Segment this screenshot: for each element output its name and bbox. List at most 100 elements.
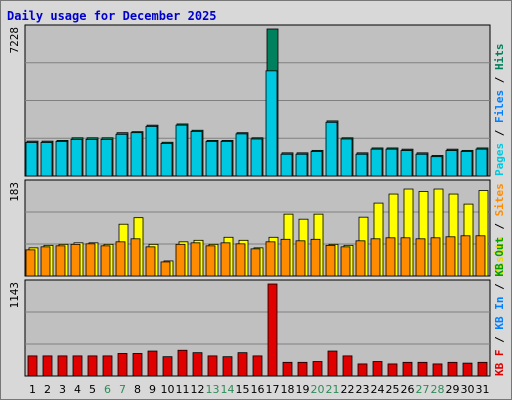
right-legend: Visits / Sites bbox=[493, 183, 506, 276]
legend-entry: KB In bbox=[493, 297, 506, 330]
y-max-label: 1143 bbox=[8, 282, 21, 309]
panel-2: 183 Visits / Sites bbox=[8, 179, 506, 277]
bar-files-day-10 bbox=[160, 143, 173, 177]
x-tick-label: 21 bbox=[326, 383, 340, 396]
legend-entry: Hits bbox=[493, 44, 506, 71]
bar-files-day-16 bbox=[250, 138, 263, 177]
bar-files-day-30 bbox=[460, 151, 473, 177]
x-tick-label: 23 bbox=[356, 383, 370, 396]
bar-kbf-day-22 bbox=[342, 355, 353, 377]
x-tick-label: 2 bbox=[44, 383, 51, 396]
bar-sites-day-11 bbox=[175, 243, 186, 277]
bar-kbf-day-21 bbox=[327, 350, 338, 377]
bar-files-day-28 bbox=[430, 156, 443, 177]
x-tick-label: 3 bbox=[59, 383, 66, 396]
bar-kbf-day-10 bbox=[162, 356, 173, 377]
bar-kbf-day-12 bbox=[192, 352, 203, 377]
bar-sites-day-18 bbox=[280, 238, 291, 277]
x-tick-label: 11 bbox=[176, 383, 190, 396]
bar-kbf-day-4 bbox=[72, 355, 83, 377]
bar-kbf-day-16 bbox=[252, 355, 263, 377]
x-tick-label: 19 bbox=[296, 383, 310, 396]
bar-kbf-day-30 bbox=[462, 362, 473, 377]
bar-kbf-day-18 bbox=[282, 361, 293, 377]
bar-kbf-day-13 bbox=[207, 355, 218, 377]
right-legend: Pages / Files / Hits bbox=[493, 44, 506, 177]
bar-sites-day-12 bbox=[190, 242, 201, 277]
panel-3: 1143 KB F / KB In / KB Out bbox=[8, 237, 506, 377]
bar-files-day-11 bbox=[175, 124, 188, 177]
bar-sites-day-6 bbox=[100, 245, 111, 277]
bar-sites-day-30 bbox=[460, 235, 471, 277]
bar-sites-day-15 bbox=[235, 243, 246, 277]
bar-sites-day-4 bbox=[70, 243, 81, 277]
x-tick-label: 17 bbox=[266, 383, 280, 396]
legend-entry: / bbox=[493, 70, 506, 90]
legend-entry: KB Out bbox=[493, 237, 506, 277]
bar-files-day-14 bbox=[220, 141, 233, 177]
bar-sites-day-14 bbox=[220, 242, 231, 277]
bar-files-day-18 bbox=[280, 153, 293, 177]
bar-sites-day-27 bbox=[415, 238, 426, 277]
bar-sites-day-3 bbox=[55, 245, 66, 277]
bar-files-day-13 bbox=[205, 141, 218, 177]
bar-kbf-day-8 bbox=[132, 353, 143, 377]
legend-entry: Sites bbox=[493, 183, 506, 216]
bar-files-day-12 bbox=[190, 131, 203, 177]
bar-kbf-day-25 bbox=[387, 363, 398, 377]
y-max-label: 183 bbox=[8, 182, 21, 202]
bar-files-day-19 bbox=[295, 153, 308, 177]
bar-sites-day-8 bbox=[130, 238, 141, 277]
x-tick-label: 31 bbox=[476, 383, 490, 396]
bar-files-day-20 bbox=[310, 151, 323, 177]
bar-kbf-day-31 bbox=[477, 361, 488, 377]
y-max-label: 7228 bbox=[8, 27, 21, 54]
bar-sites-day-2 bbox=[40, 246, 51, 277]
x-tick-label: 10 bbox=[161, 383, 175, 396]
x-tick-label: 15 bbox=[236, 383, 250, 396]
x-tick-label: 6 bbox=[104, 383, 111, 396]
bar-files-day-26 bbox=[400, 150, 413, 177]
x-tick-label: 18 bbox=[281, 383, 295, 396]
bar-sites-day-25 bbox=[385, 237, 396, 277]
bar-kbf-day-2 bbox=[42, 355, 53, 377]
bar-kbf-day-7 bbox=[117, 353, 128, 377]
legend-entry: / bbox=[493, 123, 506, 143]
bar-files-day-27 bbox=[415, 153, 428, 177]
bar-files-day-17 bbox=[265, 70, 278, 177]
x-tick-label: 14 bbox=[221, 383, 235, 396]
bar-sites-day-17 bbox=[265, 241, 276, 277]
bar-files-day-1 bbox=[25, 142, 38, 177]
bar-files-day-31 bbox=[475, 148, 488, 177]
bar-files-day-23 bbox=[355, 153, 368, 177]
bar-sites-day-19 bbox=[295, 240, 306, 277]
bar-kbf-day-24 bbox=[372, 361, 383, 377]
bar-files-day-3 bbox=[55, 141, 68, 177]
bar-kbf-day-9 bbox=[147, 350, 158, 377]
x-tick-label: 20 bbox=[311, 383, 325, 396]
bar-kbf-day-1 bbox=[27, 355, 38, 377]
bar-files-day-2 bbox=[40, 142, 53, 177]
legend-entry: Files bbox=[493, 90, 506, 123]
bar-sites-day-20 bbox=[310, 238, 321, 277]
bar-sites-day-31 bbox=[475, 235, 486, 277]
x-tick-label: 9 bbox=[149, 383, 156, 396]
bar-files-day-29 bbox=[445, 150, 458, 177]
x-tick-label: 27 bbox=[416, 383, 430, 396]
bar-sites-day-5 bbox=[85, 243, 96, 277]
bar-files-day-21 bbox=[325, 121, 338, 177]
bar-sites-day-16 bbox=[250, 248, 261, 277]
bar-kbf-day-15 bbox=[237, 352, 248, 377]
bar-sites-day-23 bbox=[355, 240, 366, 277]
x-tick-label: 30 bbox=[461, 383, 475, 396]
bar-kbf-day-20 bbox=[312, 361, 323, 377]
bar-kbf-day-19 bbox=[297, 361, 308, 377]
bar-files-day-4 bbox=[70, 138, 83, 177]
bar-kbf-day-27 bbox=[417, 361, 428, 377]
bar-sites-day-26 bbox=[400, 237, 411, 277]
bar-kbf-day-28 bbox=[432, 363, 443, 377]
bar-kbf-day-5 bbox=[87, 355, 98, 377]
x-tick-label: 4 bbox=[74, 383, 81, 396]
bar-sites-day-21 bbox=[325, 244, 336, 277]
x-tick-label: 8 bbox=[134, 383, 141, 396]
